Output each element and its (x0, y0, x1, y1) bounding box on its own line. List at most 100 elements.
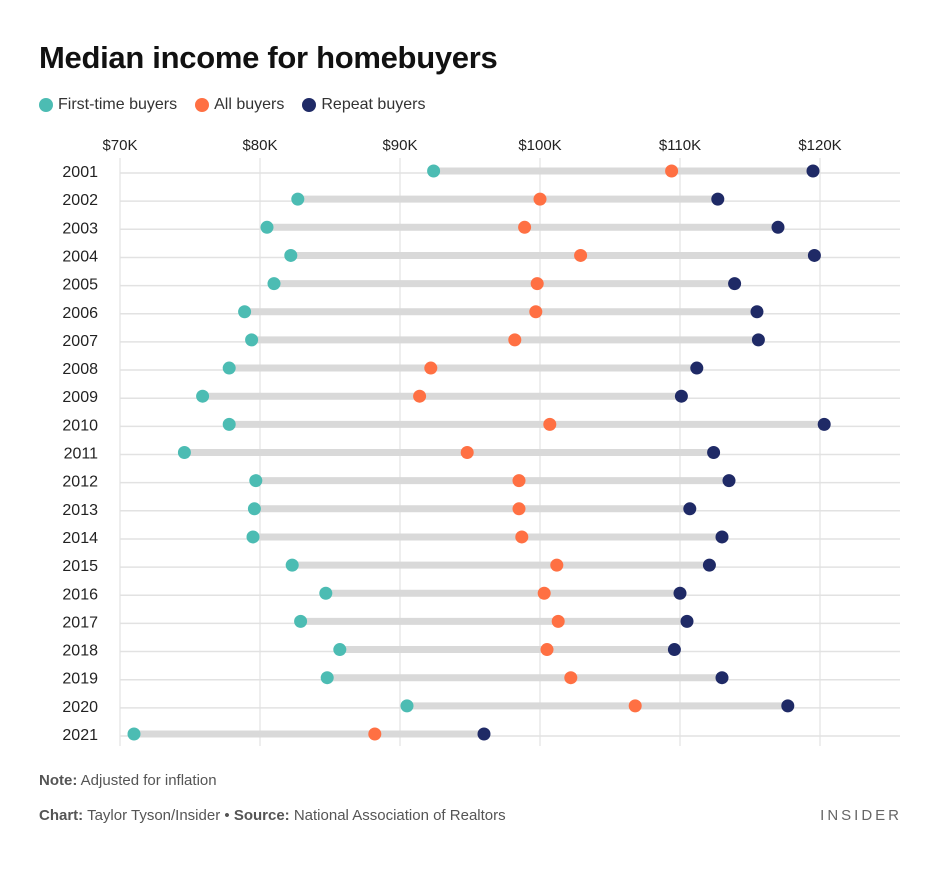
x-tick-label: $80K (242, 137, 277, 154)
point-all-buyers (665, 164, 679, 178)
x-tick-label: $70K (102, 137, 137, 154)
point-first-time-buyers (246, 530, 260, 544)
point-repeat-buyers (680, 614, 694, 628)
point-all-buyers (424, 361, 438, 375)
point-first-time-buyers (222, 417, 236, 431)
point-repeat-buyers (715, 671, 729, 685)
point-first-time-buyers (245, 333, 259, 347)
y-tick-label: 2013 (62, 502, 98, 519)
y-tick-label: 2010 (62, 417, 98, 434)
y-tick-label: 2016 (62, 586, 98, 603)
y-tick-label: 2017 (62, 614, 98, 631)
x-tick-label: $110K (659, 137, 701, 154)
x-tick-label: $120K (798, 137, 841, 154)
point-first-time-buyers (247, 502, 261, 516)
y-tick-label: 2004 (62, 248, 98, 265)
point-first-time-buyers (427, 164, 441, 178)
legend-swatch-repeat (302, 98, 317, 112)
y-tick-label: 2012 (62, 474, 98, 491)
point-all-buyers (413, 389, 427, 403)
credit-source-label: Source: (233, 807, 290, 824)
credit-chart-text: Taylor Tyson/Insider (87, 807, 221, 824)
point-first-time-buyers (333, 643, 347, 657)
point-all-buyers (529, 305, 543, 319)
note-text: Adjusted for inflation (80, 772, 217, 789)
point-first-time-buyers (284, 248, 298, 262)
legend-label-first-time: First-time buyers (58, 96, 178, 113)
point-repeat-buyers (722, 474, 736, 488)
legend-swatch-first-time (39, 98, 53, 112)
y-tick-label: 2006 (62, 305, 98, 322)
y-tick-label: 2018 (62, 643, 98, 660)
point-repeat-buyers (806, 164, 820, 178)
y-tick-label: 2009 (62, 389, 98, 406)
point-all-buyers (564, 671, 578, 685)
point-all-buyers (530, 277, 544, 291)
insider-logo: INSIDER (820, 807, 902, 824)
point-all-buyers (628, 699, 642, 713)
point-first-time-buyers (222, 361, 236, 375)
point-repeat-buyers (711, 192, 725, 206)
y-tick-label: 2011 (64, 446, 99, 463)
point-first-time-buyers (196, 389, 210, 403)
point-repeat-buyers (673, 586, 687, 600)
y-tick-label: 2014 (62, 530, 98, 547)
point-all-buyers (537, 586, 551, 600)
point-repeat-buyers (715, 530, 729, 544)
point-all-buyers (512, 502, 526, 516)
point-all-buyers (550, 558, 564, 572)
point-all-buyers (508, 333, 522, 347)
legend-item-all: All buyers (195, 96, 284, 114)
point-first-time-buyers (400, 699, 414, 713)
point-all-buyers (460, 446, 474, 459)
y-tick-label: 2005 (62, 277, 98, 294)
point-first-time-buyers (319, 586, 333, 600)
point-first-time-buyers (127, 727, 141, 741)
point-all-buyers (518, 220, 532, 234)
point-repeat-buyers (750, 305, 764, 319)
point-repeat-buyers (477, 727, 491, 741)
y-tick-label: 2003 (62, 220, 98, 237)
point-first-time-buyers (238, 305, 252, 319)
legend-swatch-all (195, 98, 210, 112)
point-first-time-buyers (267, 277, 281, 291)
point-repeat-buyers (728, 277, 742, 291)
point-first-time-buyers (320, 671, 334, 685)
point-all-buyers (540, 643, 554, 657)
point-first-time-buyers (260, 220, 274, 234)
point-repeat-buyers (781, 699, 795, 713)
y-tick-label: 2020 (62, 699, 98, 716)
point-all-buyers (543, 417, 557, 431)
point-repeat-buyers (667, 643, 681, 657)
point-first-time-buyers (294, 614, 308, 628)
legend-label-all: All buyers (214, 96, 285, 113)
point-repeat-buyers (674, 389, 688, 403)
point-all-buyers (512, 474, 526, 488)
point-first-time-buyers (249, 474, 263, 488)
credit-chart-label: Chart: (39, 807, 84, 824)
legend-label-repeat: Repeat buyers (321, 96, 426, 113)
point-all-buyers (574, 248, 588, 262)
y-tick-label: 2002 (62, 192, 98, 209)
y-tick-label: 2008 (62, 361, 98, 378)
point-all-buyers (368, 727, 382, 741)
credit-separator: • (224, 807, 230, 824)
y-tick-label: 2015 (62, 558, 98, 575)
legend: First-time buyers All buyers Repeat buye… (39, 96, 425, 114)
point-repeat-buyers (751, 333, 765, 347)
point-repeat-buyers (771, 220, 785, 234)
point-repeat-buyers (707, 446, 721, 459)
legend-item-first-time: First-time buyers (39, 96, 177, 114)
legend-item-repeat: Repeat buyers (302, 96, 425, 114)
point-first-time-buyers (291, 192, 305, 206)
point-all-buyers (515, 530, 529, 544)
x-tick-label: $90K (382, 137, 417, 154)
point-first-time-buyers (177, 446, 191, 459)
chart-credit: Chart: Taylor Tyson/Insider • Source: Na… (39, 807, 506, 824)
chart-title: Median income for homebuyers (39, 40, 498, 75)
x-tick-label: $100K (518, 137, 561, 154)
point-first-time-buyers (285, 558, 299, 572)
point-repeat-buyers (817, 417, 831, 431)
point-repeat-buyers (690, 361, 704, 375)
y-tick-label: 2021 (62, 727, 98, 744)
